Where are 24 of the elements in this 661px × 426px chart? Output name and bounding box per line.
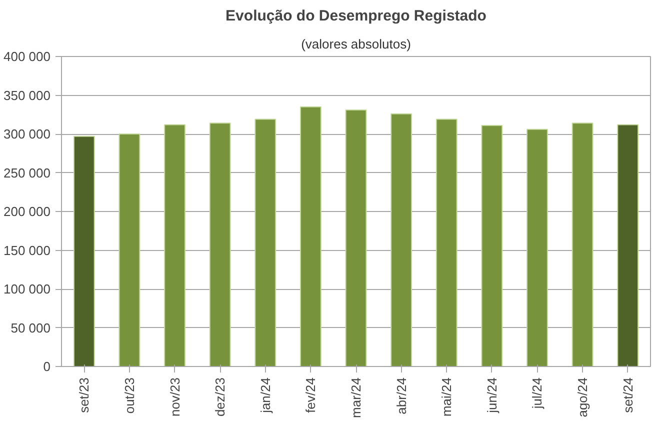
y-tick-label: 0 xyxy=(43,359,51,374)
x-tick-label: mai/24 xyxy=(439,377,454,417)
x-tick-label: out/23 xyxy=(122,377,137,414)
y-tick-label: 200 000 xyxy=(4,204,51,219)
x-tick-label: set/23 xyxy=(76,377,92,413)
x-tick-label: abr/24 xyxy=(394,377,409,414)
chart-title: Evolução do Desemprego Registado xyxy=(226,8,486,24)
y-tick-label: 150 000 xyxy=(4,242,51,258)
y-tick-label: 250 000 xyxy=(4,165,51,180)
x-tick-label: jul/24 xyxy=(530,378,545,410)
y-tick-label: 100 000 xyxy=(4,282,51,296)
y-tick-label: 50 000 xyxy=(10,320,51,336)
x-tick-label: set/24 xyxy=(620,377,636,413)
y-tick-label: 350 000 xyxy=(4,88,51,103)
x-tick-label: ago/24 xyxy=(575,377,590,418)
y-tick-label: 300 000 xyxy=(4,126,51,142)
x-tick-label: mar/24 xyxy=(348,377,364,418)
x-tick-label: fev/24 xyxy=(303,377,318,413)
x-tick-label: jun/24 xyxy=(484,378,500,414)
y-tick-label: 400 000 xyxy=(4,49,51,64)
chart-subtitle: (valores absolutos) xyxy=(301,36,411,52)
x-tick-label: nov/23 xyxy=(167,377,182,417)
x-tick-label: dez/23 xyxy=(212,377,228,417)
x-tick-label: jan/24 xyxy=(258,378,273,414)
